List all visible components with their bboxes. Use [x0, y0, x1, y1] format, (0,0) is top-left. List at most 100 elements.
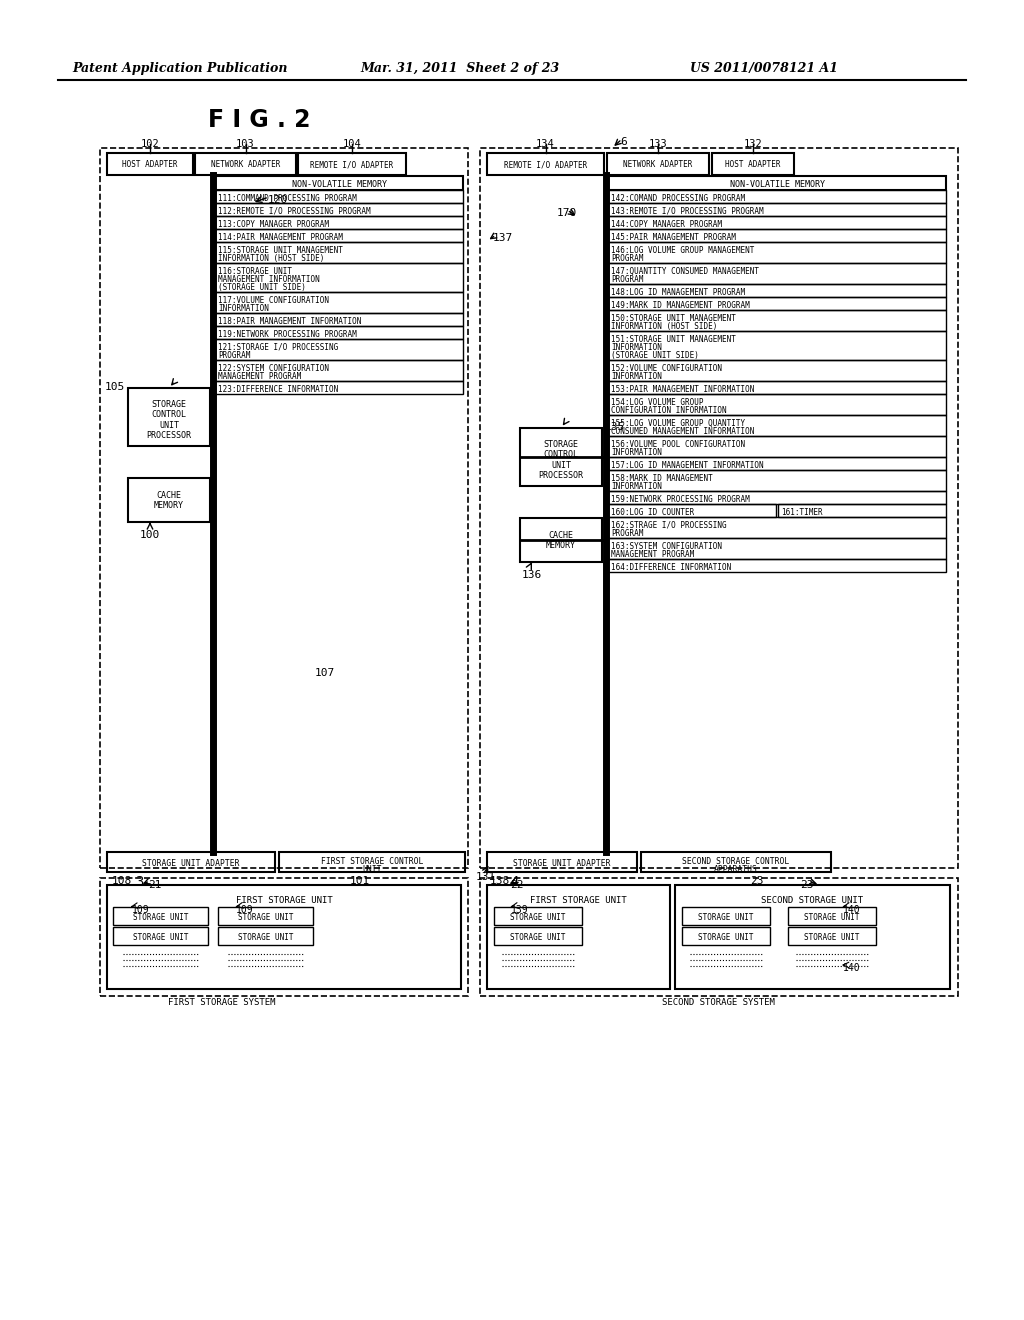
Bar — [215, 228, 463, 242]
Text: 113:COPY MANAGER PROGRAM: 113:COPY MANAGER PROGRAM — [218, 220, 329, 228]
Text: STORAGE UNIT: STORAGE UNIT — [804, 933, 860, 942]
Text: 135: 135 — [605, 422, 626, 432]
Text: PROGRAM: PROGRAM — [611, 275, 643, 284]
Bar — [494, 907, 582, 925]
Bar — [608, 228, 946, 242]
Text: 170: 170 — [557, 209, 578, 218]
Text: 3: 3 — [135, 875, 143, 888]
Text: (STORAGE UNIT SIDE): (STORAGE UNIT SIDE) — [218, 282, 306, 292]
Bar — [128, 388, 210, 446]
Text: 161:TIMER: 161:TIMER — [781, 508, 822, 517]
Bar — [487, 884, 670, 989]
Text: 109: 109 — [236, 906, 254, 915]
Text: CONSUMED MANAGEMENT INFORMATION: CONSUMED MANAGEMENT INFORMATION — [611, 426, 755, 436]
Text: STORAGE UNIT: STORAGE UNIT — [510, 913, 565, 921]
Bar — [608, 176, 946, 190]
Bar — [608, 242, 946, 263]
Bar — [100, 148, 468, 869]
Text: SECOND STORAGE CONTROL: SECOND STORAGE CONTROL — [682, 857, 790, 866]
Text: 143:REMOTE I/O PROCESSING PROGRAM: 143:REMOTE I/O PROCESSING PROGRAM — [611, 207, 764, 216]
Text: 151:STORAGE UNIT MANAGEMENT: 151:STORAGE UNIT MANAGEMENT — [611, 335, 736, 345]
Bar — [480, 878, 958, 997]
Text: HOST ADAPTER: HOST ADAPTER — [122, 160, 178, 169]
Bar — [487, 153, 604, 176]
Bar — [494, 927, 582, 945]
Bar — [520, 517, 602, 562]
Bar — [608, 393, 946, 414]
Bar — [128, 478, 210, 521]
Text: STORAGE UNIT: STORAGE UNIT — [133, 933, 188, 942]
Bar — [641, 851, 831, 873]
Bar — [279, 851, 465, 873]
Text: 6: 6 — [620, 137, 627, 147]
Text: INFORMATION: INFORMATION — [611, 482, 662, 491]
Text: 23: 23 — [750, 876, 764, 886]
Text: 107: 107 — [315, 668, 335, 678]
Bar — [218, 907, 313, 925]
Text: Patent Application Publication: Patent Application Publication — [72, 62, 288, 75]
Text: 101: 101 — [350, 876, 371, 886]
Text: 117:VOLUME CONFIGURATION: 117:VOLUME CONFIGURATION — [218, 296, 329, 305]
Text: CONFIGURATION INFORMATION: CONFIGURATION INFORMATION — [611, 407, 727, 414]
Text: 163:SYSTEM CONFIGURATION: 163:SYSTEM CONFIGURATION — [611, 543, 722, 550]
Bar — [788, 907, 876, 925]
Text: 149:MARK ID MANAGEMENT PROGRAM: 149:MARK ID MANAGEMENT PROGRAM — [611, 301, 750, 310]
Text: (STORAGE UNIT SIDE): (STORAGE UNIT SIDE) — [611, 351, 698, 360]
Bar — [520, 428, 602, 486]
Bar — [608, 381, 946, 393]
Bar — [608, 310, 946, 331]
Text: 142:COMAND PROCESSING PROGRAM: 142:COMAND PROCESSING PROGRAM — [611, 194, 745, 203]
Text: 123:DIFFERENCE INFORMATION: 123:DIFFERENCE INFORMATION — [218, 385, 338, 393]
Bar — [607, 153, 709, 176]
Text: 4: 4 — [510, 875, 518, 888]
Text: 122:SYSTEM CONFIGURATION: 122:SYSTEM CONFIGURATION — [218, 364, 329, 374]
Text: INFORMATION: INFORMATION — [611, 447, 662, 457]
Text: Mar. 31, 2011  Sheet 2 of 23: Mar. 31, 2011 Sheet 2 of 23 — [360, 62, 559, 75]
Bar — [106, 153, 193, 176]
Bar — [608, 504, 776, 517]
Bar — [215, 381, 463, 393]
Bar — [608, 414, 946, 436]
Bar — [215, 176, 463, 190]
Bar — [215, 292, 463, 313]
Text: 22: 22 — [510, 880, 523, 890]
Text: NETWORK ADAPTER: NETWORK ADAPTER — [211, 160, 281, 169]
Text: STORAGE UNIT: STORAGE UNIT — [238, 913, 293, 921]
Text: 150:STORAGE UNIT MANAGEMENT: 150:STORAGE UNIT MANAGEMENT — [611, 314, 736, 323]
Text: 111:COMMAND PROCESSING PROGRAM: 111:COMMAND PROCESSING PROGRAM — [218, 194, 356, 203]
Text: 114:PAIR MANAGEMENT PROGRAM: 114:PAIR MANAGEMENT PROGRAM — [218, 234, 343, 242]
Text: 146:LOG VOLUME GROUP MANAGEMENT: 146:LOG VOLUME GROUP MANAGEMENT — [611, 246, 755, 255]
Bar — [608, 558, 946, 572]
Bar — [608, 203, 946, 216]
Text: APPARATUS: APPARATUS — [714, 865, 758, 874]
Text: INFORMATION: INFORMATION — [611, 343, 662, 352]
Text: US 2011/0078121 A1: US 2011/0078121 A1 — [690, 62, 838, 75]
Text: 137: 137 — [493, 234, 513, 243]
Text: 100: 100 — [140, 531, 160, 540]
Text: 104: 104 — [343, 139, 361, 149]
Bar — [682, 927, 770, 945]
Text: 103: 103 — [237, 139, 255, 149]
Text: INFORMATION: INFORMATION — [611, 372, 662, 381]
Bar — [778, 504, 946, 517]
Bar — [106, 884, 461, 989]
Bar — [215, 326, 463, 339]
Text: STORAGE UNIT ADAPTER: STORAGE UNIT ADAPTER — [513, 859, 610, 869]
Text: 157:LOG ID MANAGEMENT INFORMATION: 157:LOG ID MANAGEMENT INFORMATION — [611, 461, 764, 470]
Text: 138: 138 — [490, 876, 510, 886]
Bar — [100, 878, 468, 997]
Text: 118:PAIR MANAGEMENT INFORMATION: 118:PAIR MANAGEMENT INFORMATION — [218, 317, 361, 326]
Text: STORAGE UNIT ADAPTER: STORAGE UNIT ADAPTER — [142, 859, 240, 869]
Text: STORAGE
CONTROL
UNIT
PROCESSOR: STORAGE CONTROL UNIT PROCESSOR — [539, 440, 584, 480]
Bar — [608, 360, 946, 381]
Text: 115:STORAGE UNIT MANAGEMENT: 115:STORAGE UNIT MANAGEMENT — [218, 246, 343, 255]
Text: PROGRAM: PROGRAM — [611, 253, 643, 263]
Text: 153:PAIR MANAGEMENT INFORMATION: 153:PAIR MANAGEMENT INFORMATION — [611, 385, 755, 393]
Text: INFORMATION: INFORMATION — [218, 304, 269, 313]
Bar — [218, 927, 313, 945]
Bar — [298, 153, 406, 176]
Text: 159:NETWORK PROCESSING PROGRAM: 159:NETWORK PROCESSING PROGRAM — [611, 495, 750, 504]
Text: PROGRAM: PROGRAM — [218, 351, 251, 360]
Text: 112:REMOTE I/O PROCESSING PROGRAM: 112:REMOTE I/O PROCESSING PROGRAM — [218, 207, 371, 216]
Text: 160:LOG ID COUNTER: 160:LOG ID COUNTER — [611, 508, 694, 517]
